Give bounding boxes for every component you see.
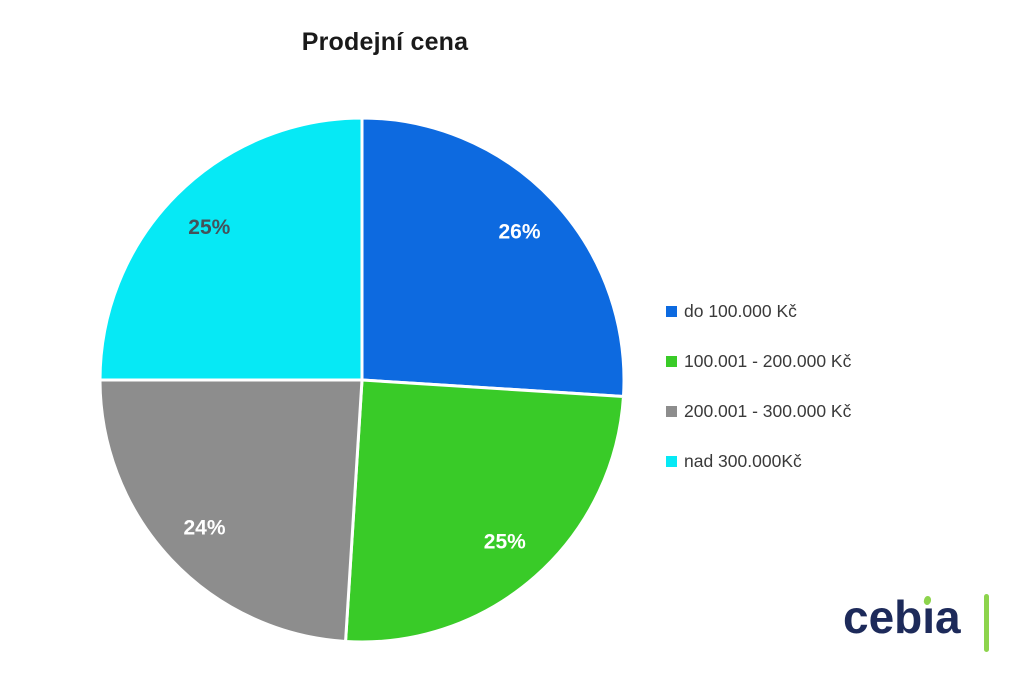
cebia-logo: cebı a — [843, 591, 961, 643]
pie-slice-1 — [344, 378, 625, 644]
legend-label: 100.001 - 200.000 Kč — [684, 350, 852, 371]
pie-slice-pct-label: 25% — [484, 531, 526, 554]
legend-swatch-icon — [666, 455, 677, 467]
legend-item: 200.001 - 300.000 Kč — [666, 400, 851, 422]
pie-slice-pct-label: 25% — [188, 216, 230, 239]
pie-slice-pct-label: 26% — [498, 221, 540, 244]
legend-label: 200.001 - 300.000 Kč — [684, 400, 852, 421]
pie-slice-0 — [360, 116, 626, 398]
legend-label: nad 300.000Kč — [684, 450, 802, 471]
logo-letter-i: ı — [922, 591, 936, 643]
logo-green-dot-icon — [923, 595, 933, 606]
legend-swatch-icon — [666, 405, 677, 417]
legend-item: do 100.000 Kč — [666, 300, 851, 322]
legend-label: do 100.000 Kč — [684, 300, 797, 321]
legend: do 100.000 Kč 100.001 - 200.000 Kč 200.0… — [666, 300, 851, 500]
legend-item: nad 300.000Kč — [666, 450, 851, 472]
legend-item: 100.001 - 200.000 Kč — [666, 350, 851, 372]
pie-slice-3 — [98, 116, 364, 382]
logo-accent-bar — [984, 594, 989, 652]
legend-swatch-icon — [666, 355, 677, 367]
pie-slice-pct-label: 24% — [183, 516, 225, 539]
pie-slice-2 — [98, 378, 364, 643]
chart-title: Prodejní cena — [301, 28, 469, 56]
legend-swatch-icon — [666, 305, 677, 317]
